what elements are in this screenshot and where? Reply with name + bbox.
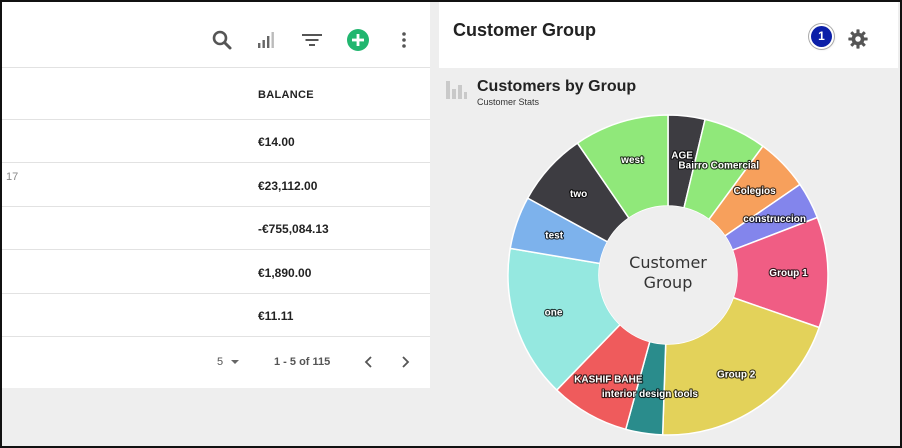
more-vert-icon[interactable]: [392, 28, 416, 52]
slice-label: Colegios: [734, 186, 777, 197]
center-label-line-2: Group: [644, 273, 693, 292]
slice-label: two: [570, 189, 587, 200]
chevron-right-icon[interactable]: [398, 354, 412, 370]
row-cell-fragment: 17: [6, 171, 19, 183]
slice-label: Group 1: [769, 268, 808, 279]
slice-label: west: [620, 155, 644, 166]
slice-label: test: [545, 230, 563, 241]
chevron-down-icon[interactable]: [231, 360, 239, 364]
balance-cell: €23,112.00: [258, 179, 318, 193]
table-header: BALANCE: [2, 68, 430, 120]
balance-cell: €14.00: [258, 135, 295, 149]
pagination: 5 1 - 5 of 115: [2, 338, 430, 388]
widget-title: Customers by Group: [477, 78, 637, 95]
slice-label: AGE: [671, 150, 693, 161]
widget-subtitle: Customer Stats: [477, 97, 540, 107]
chart-icon: [446, 81, 467, 99]
balance-cell: €1,890.00: [258, 266, 312, 280]
page-title: Customer Group: [453, 20, 597, 40]
slice-label: construccion: [743, 214, 806, 225]
widget-header: Customers by Group Customer Stats: [445, 76, 895, 108]
slice-label: Bairro Comercial: [678, 161, 759, 172]
slice-label: one: [545, 308, 563, 319]
balance-cell: -€755,084.13: [258, 222, 329, 236]
search-icon[interactable]: [210, 28, 234, 52]
dashboard-header: Customer Group 1: [439, 2, 898, 68]
customer-list-panel: BALANCE €14.00 17 €23,112.00 -€755,084.1…: [2, 2, 430, 388]
table-row[interactable]: €11.11: [2, 294, 430, 337]
center-label-line-1: Customer: [629, 253, 707, 272]
table-row[interactable]: 17 €23,112.00: [2, 164, 430, 207]
list-toolbar: [2, 2, 430, 68]
table-row[interactable]: -€755,084.13: [2, 207, 430, 250]
slice-label: Group 2: [717, 369, 756, 380]
slice-label: KASHIF BAHE: [574, 375, 643, 386]
chevron-left-icon[interactable]: [362, 354, 376, 370]
gear-icon[interactable]: [847, 28, 869, 50]
pagination-range: 1 - 5 of 115: [274, 356, 331, 368]
rows-per-page-select[interactable]: 5: [217, 356, 224, 368]
table-row[interactable]: €1,890.00: [2, 251, 430, 294]
balance-cell: €11.11: [258, 309, 294, 323]
notification-badge[interactable]: 1: [811, 26, 832, 47]
donut-hole: [599, 206, 737, 344]
add-icon[interactable]: [346, 28, 370, 52]
bar-chart-icon[interactable]: [254, 28, 278, 52]
balance-column-header[interactable]: BALANCE: [258, 89, 314, 101]
table-row[interactable]: €14.00: [2, 120, 430, 163]
filter-icon[interactable]: [300, 28, 324, 52]
slice-label: interior design tools: [602, 389, 699, 400]
